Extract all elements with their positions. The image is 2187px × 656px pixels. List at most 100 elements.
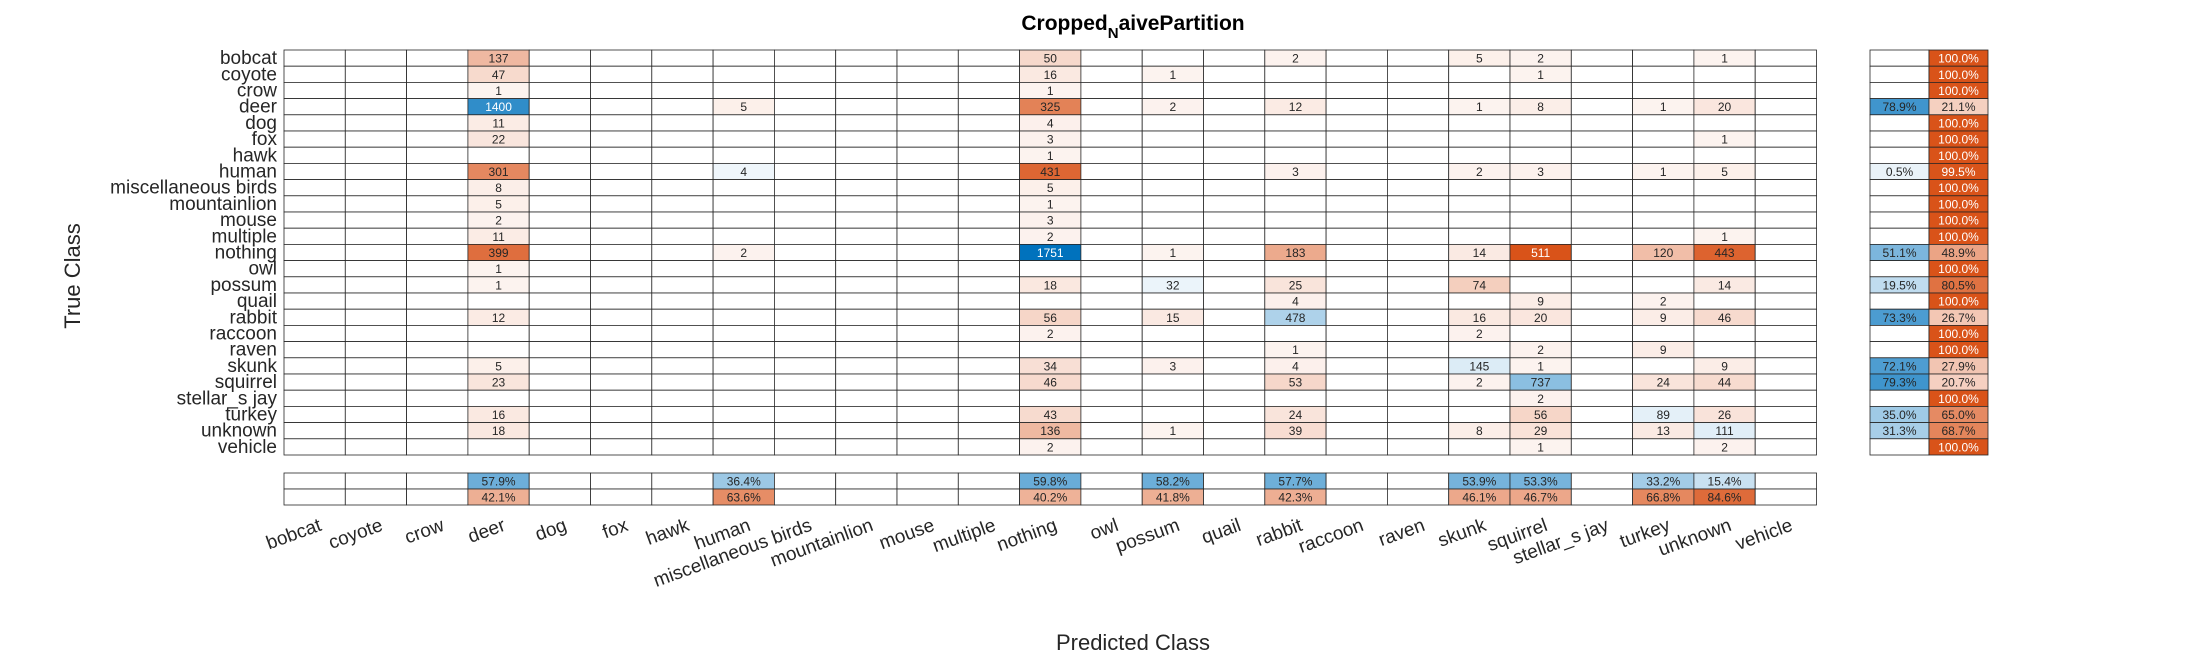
matrix-cell [1448, 260, 1511, 278]
matrix-cell [1141, 341, 1204, 359]
matrix-cell [957, 292, 1020, 310]
matrix-cell [1203, 276, 1266, 294]
y-tick-label: bobcat [220, 48, 278, 69]
y-tick-label: nothing [215, 243, 277, 264]
y-tick-label: vehicle [218, 437, 277, 458]
matrix-cell [957, 49, 1020, 67]
matrix-cell [1570, 276, 1634, 294]
matrix-cell [651, 49, 714, 67]
matrix-cell [774, 324, 837, 342]
matrix-cell [283, 341, 346, 359]
matrix-cell [283, 389, 346, 407]
matrix-cell [651, 422, 714, 440]
matrix-cell [1570, 422, 1634, 440]
matrix-cell [1632, 130, 1695, 148]
matrix-cell [1325, 308, 1388, 326]
matrix-cell [1203, 49, 1266, 67]
cell-value: 34 [1044, 359, 1058, 373]
matrix-cell [712, 130, 775, 148]
matrix-cell [1264, 227, 1327, 245]
matrix-cell [1693, 341, 1756, 359]
matrix-cell [528, 98, 591, 116]
row-summary-incorrect-value: 26.7% [1941, 311, 1975, 325]
matrix-cell [1387, 438, 1450, 456]
matrix-cell [283, 292, 346, 310]
matrix-cell [528, 405, 591, 423]
cell-value: 20 [1534, 311, 1548, 325]
matrix-cell [1570, 324, 1634, 342]
col-summary-correct-cell [344, 472, 407, 490]
matrix-cell [467, 341, 530, 359]
matrix-cell [283, 324, 346, 342]
matrix-cell [774, 276, 837, 294]
matrix-cell [406, 98, 469, 116]
matrix-cell [1080, 438, 1143, 456]
row-summary-correct-value: 72.1% [1882, 359, 1916, 373]
matrix-cell [528, 82, 591, 100]
cell-value: 4 [1292, 295, 1299, 309]
matrix-cell [651, 179, 714, 197]
y-tick-label: squirrel [215, 372, 277, 393]
matrix-cell [896, 260, 959, 278]
matrix-cell [406, 130, 469, 148]
cell-value: 14 [1718, 278, 1732, 292]
matrix-cell [344, 292, 407, 310]
matrix-cell [590, 260, 653, 278]
col-summary: 57.9% 42.1% 36.4% 63.6% 59.8% 40.2% 58.2% 41.8%… [283, 472, 1817, 506]
matrix-cell [1080, 324, 1143, 342]
matrix-cell [774, 389, 837, 407]
matrix-cell [590, 227, 653, 245]
matrix-cell [1264, 195, 1327, 213]
cell-value: 9 [1660, 311, 1667, 325]
matrix-cell [1325, 146, 1388, 164]
cell-value: 56 [1044, 311, 1058, 325]
matrix-cell [1754, 357, 1817, 375]
matrix-cell [1264, 389, 1327, 407]
matrix-cell [590, 65, 653, 83]
matrix-cell [835, 341, 898, 359]
col-summary-incorrect-value: 84.6% [1708, 491, 1742, 505]
matrix-cell [1325, 195, 1388, 213]
matrix-cell [406, 243, 469, 261]
matrix-cell [957, 243, 1020, 261]
matrix-cell [835, 292, 898, 310]
matrix-cell [835, 179, 898, 197]
matrix-cell [1448, 438, 1511, 456]
matrix-cell [528, 179, 591, 197]
row-summary-incorrect-value: 27.9% [1941, 359, 1975, 373]
matrix-cell [1203, 114, 1266, 132]
row-summary-incorrect-value: 100.0% [1938, 52, 1979, 66]
matrix-cell [406, 195, 469, 213]
matrix-cell [651, 324, 714, 342]
matrix-cell [1570, 405, 1634, 423]
row-summary: 100.0% 100.0% 100.0% 78.9% 21.1% 100.0% 100.0%… [1869, 49, 1989, 456]
matrix-cell [957, 65, 1020, 83]
col-summary-incorrect-value: 42.1% [482, 491, 516, 505]
col-summary-incorrect-value: 46.7% [1524, 491, 1558, 505]
cell-value: 12 [1289, 100, 1303, 114]
matrix-cell [651, 162, 714, 180]
matrix-cell [1754, 162, 1817, 180]
matrix-cell [528, 438, 591, 456]
matrix-cell [957, 179, 1020, 197]
matrix-cell [528, 276, 591, 294]
matrix-cell [406, 276, 469, 294]
cell-value: 5 [1476, 52, 1483, 66]
matrix-cell [1080, 341, 1143, 359]
matrix-cell [1754, 65, 1817, 83]
matrix-cell [957, 130, 1020, 148]
matrix-cell [528, 308, 591, 326]
cell-value: 56 [1534, 408, 1548, 422]
matrix-cell [896, 162, 959, 180]
cell-value: 1 [495, 278, 502, 292]
col-summary-correct-cell [774, 472, 837, 490]
matrix-cell [1754, 227, 1817, 245]
matrix-cell [957, 195, 1020, 213]
matrix-cell [1325, 422, 1388, 440]
cell-value: 9 [1660, 343, 1667, 357]
matrix-cell [774, 243, 837, 261]
matrix-cell [406, 389, 469, 407]
matrix-cell [1570, 227, 1634, 245]
